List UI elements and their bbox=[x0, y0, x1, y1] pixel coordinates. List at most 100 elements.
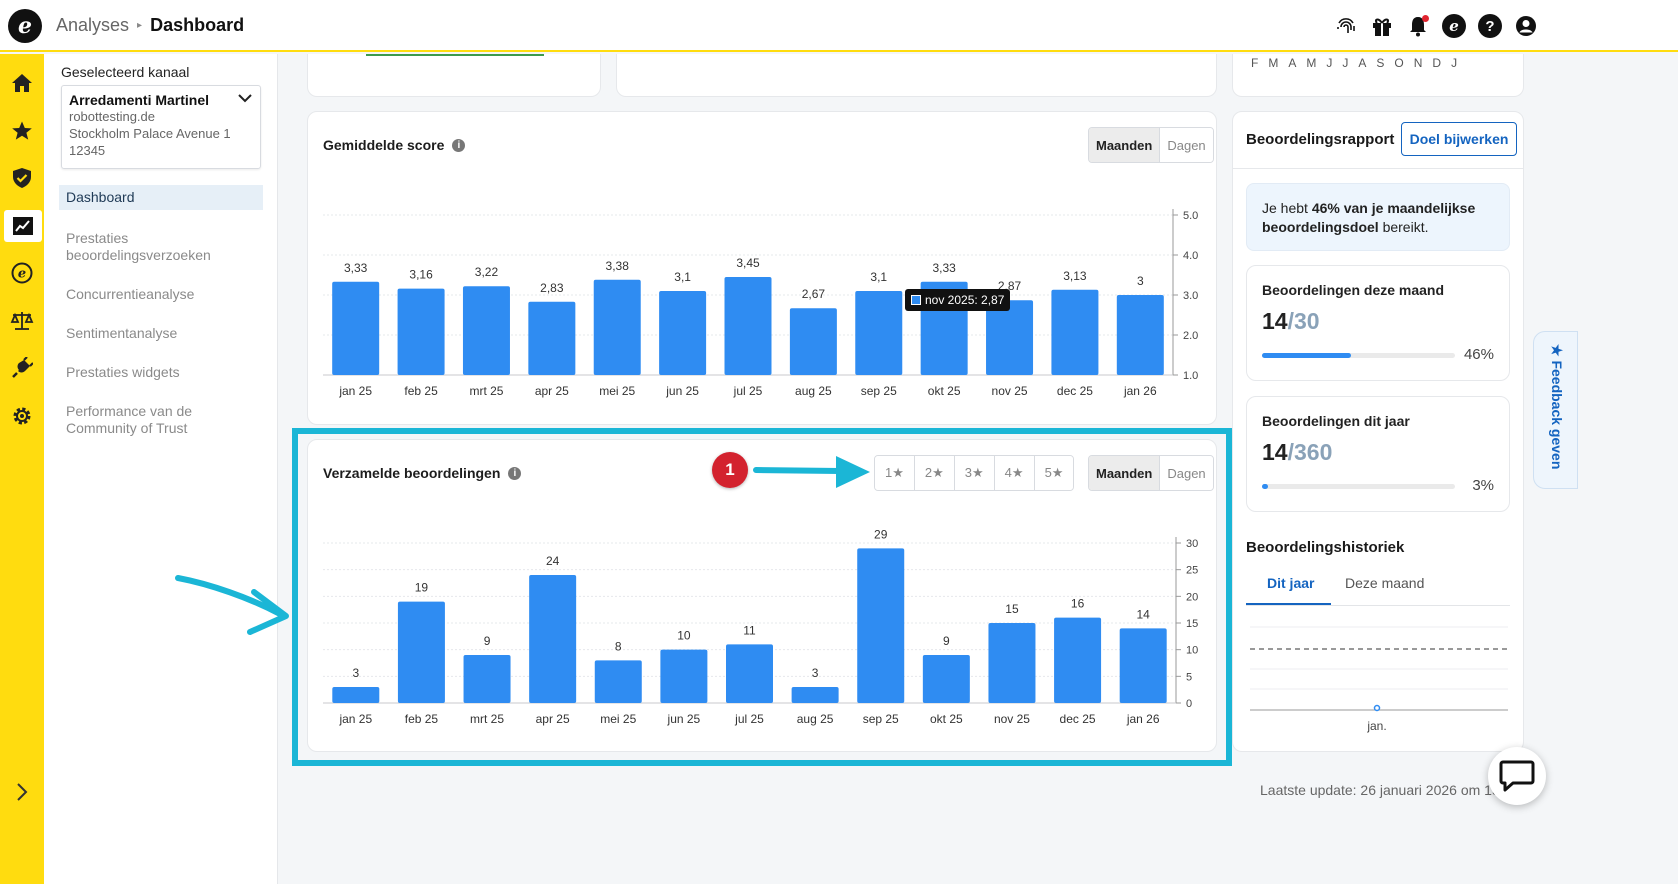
month-initial: O bbox=[1394, 56, 1404, 70]
subnav-item-widget-performance[interactable]: Prestaties widgets bbox=[66, 364, 180, 380]
year-progress-fill bbox=[1262, 484, 1268, 489]
average-score-title: Gemiddelde score i bbox=[323, 137, 466, 153]
bar-value-label: 3 bbox=[1137, 274, 1144, 288]
bar[interactable] bbox=[986, 300, 1034, 375]
star-filter-3-button[interactable]: 3★ bbox=[953, 456, 994, 490]
star-filter-1-button[interactable]: 1★ bbox=[875, 456, 914, 490]
average-score-card: Gemiddelde score i Maanden Dagen 5.0 4.0 3… bbox=[307, 111, 1217, 425]
bar[interactable] bbox=[529, 575, 577, 703]
month-initial: A bbox=[1358, 56, 1367, 70]
x-tick-label: jan 26 bbox=[1123, 384, 1157, 398]
bar[interactable] bbox=[397, 288, 445, 375]
info-icon[interactable]: i bbox=[452, 138, 466, 152]
toggle-months-button[interactable]: Maanden bbox=[1089, 456, 1160, 490]
feedback-tab[interactable]: ★ Feedback geven bbox=[1533, 331, 1578, 489]
bar[interactable] bbox=[659, 291, 707, 375]
app-logo[interactable]: e bbox=[8, 9, 42, 43]
channel-selector[interactable]: Arredamenti Martinel robottesting.de Sto… bbox=[61, 85, 261, 169]
subnav-item-community-of-trust[interactable]: Performance van de Community of Trust bbox=[66, 403, 193, 436]
scale-icon[interactable] bbox=[6, 305, 38, 337]
bar[interactable] bbox=[855, 291, 903, 375]
channel-domain: robottesting.de bbox=[69, 109, 156, 124]
month-stat-percentage: 46% bbox=[1463, 346, 1494, 363]
history-point[interactable] bbox=[1373, 704, 1381, 712]
month-initial: D bbox=[1432, 56, 1442, 70]
subnav-item-dashboard[interactable]: Dashboard bbox=[59, 185, 263, 210]
bar[interactable] bbox=[332, 281, 380, 375]
chat-button[interactable] bbox=[1488, 747, 1546, 805]
gear-icon[interactable] bbox=[6, 400, 38, 432]
star-icon[interactable] bbox=[6, 115, 38, 147]
x-tick-label: mei 25 bbox=[599, 384, 635, 398]
help-icon[interactable]: ? bbox=[1478, 14, 1502, 38]
bell-icon[interactable] bbox=[1406, 14, 1430, 38]
chevron-down-icon[interactable] bbox=[238, 94, 252, 103]
channel-postcode: 12345 bbox=[69, 143, 106, 158]
star-filter-2-button[interactable]: 2★ bbox=[913, 456, 954, 490]
year-stat-value: 14/360 bbox=[1262, 439, 1332, 466]
bar[interactable] bbox=[988, 623, 1036, 703]
x-tick-label: feb 25 bbox=[405, 712, 439, 726]
bar[interactable] bbox=[463, 655, 511, 703]
bar-value-label: 3,13 bbox=[1063, 269, 1087, 283]
bar[interactable] bbox=[922, 655, 970, 703]
bar[interactable] bbox=[660, 649, 708, 703]
gift-icon[interactable] bbox=[1370, 14, 1394, 38]
user-icon[interactable] bbox=[1514, 14, 1538, 38]
trusted-icon[interactable]: e bbox=[1442, 14, 1466, 38]
fingerprint-icon[interactable] bbox=[1334, 14, 1358, 38]
collected-reviews-title: Verzamelde beoordelingen i bbox=[323, 465, 522, 481]
bar[interactable] bbox=[857, 548, 905, 703]
bar[interactable] bbox=[726, 644, 773, 703]
bar[interactable] bbox=[1054, 617, 1102, 703]
bar[interactable] bbox=[332, 687, 380, 703]
subnav-item-competitor-analysis[interactable]: Concurrentieanalyse bbox=[66, 286, 195, 302]
bar[interactable] bbox=[528, 301, 576, 375]
top-icons: e ? bbox=[1334, 14, 1538, 38]
toggle-days-button[interactable]: Dagen bbox=[1159, 128, 1213, 162]
bar[interactable] bbox=[462, 286, 510, 375]
info-icon[interactable]: i bbox=[508, 466, 522, 480]
bar[interactable] bbox=[1119, 628, 1167, 703]
bar[interactable] bbox=[593, 279, 641, 375]
month-stat-title: Beoordelingen deze maand bbox=[1262, 282, 1445, 298]
bar[interactable] bbox=[1051, 289, 1099, 375]
bar-value-label: 3,1 bbox=[674, 270, 691, 284]
tab-this-month[interactable]: Deze maand bbox=[1345, 575, 1425, 591]
trusted-icon[interactable]: e bbox=[6, 257, 38, 289]
shield-icon[interactable] bbox=[6, 162, 38, 194]
bar[interactable] bbox=[791, 687, 839, 703]
bar[interactable] bbox=[594, 660, 642, 703]
left-rail: e bbox=[0, 54, 44, 884]
goal-note: Je hebt 46% van je maandelijkse beoordel… bbox=[1246, 183, 1510, 251]
review-history-title: Beoordelingshistoriek bbox=[1246, 539, 1405, 556]
bar-value-label: 3 bbox=[352, 666, 359, 680]
x-tick-label: jan 25 bbox=[338, 384, 372, 398]
bar[interactable] bbox=[397, 601, 445, 703]
home-icon[interactable] bbox=[6, 67, 38, 99]
bar[interactable] bbox=[1116, 295, 1164, 375]
plug-icon[interactable] bbox=[6, 352, 38, 384]
toggle-days-button[interactable]: Dagen bbox=[1159, 456, 1213, 490]
bar[interactable] bbox=[789, 308, 837, 375]
chart-icon[interactable] bbox=[4, 210, 42, 242]
breadcrumb-analyses[interactable]: Analyses bbox=[56, 15, 130, 35]
y-tick-label: 1.0 bbox=[1183, 370, 1198, 382]
toggle-months-button[interactable]: Maanden bbox=[1089, 128, 1160, 162]
x-tick-label: jun 25 bbox=[665, 384, 699, 398]
partial-card-left bbox=[307, 54, 601, 97]
chevron-right-icon[interactable] bbox=[6, 776, 38, 808]
bar[interactable] bbox=[724, 277, 772, 375]
update-goal-button[interactable]: Doel bijwerken bbox=[1401, 122, 1517, 156]
partial-card-right: F M A M J J A S O N D J bbox=[1232, 54, 1524, 97]
bar-value-label: 3,33 bbox=[932, 261, 956, 275]
review-history-chart: jan. bbox=[1250, 626, 1508, 733]
channel-address: Stockholm Palace Avenue 1 bbox=[69, 126, 231, 141]
subnav-item-sentiment-analysis[interactable]: Sentimentanalyse bbox=[66, 325, 178, 341]
star-filter-4-button[interactable]: 4★ bbox=[993, 456, 1034, 490]
month-initial: A bbox=[1288, 56, 1297, 70]
arrow-right-icon bbox=[753, 456, 870, 488]
star-filter-5-button[interactable]: 5★ bbox=[1033, 456, 1074, 490]
subnav-item-request-performance[interactable]: Prestaties beoordelingsverzoeken bbox=[66, 230, 211, 263]
tab-this-year[interactable]: Dit jaar bbox=[1267, 575, 1315, 591]
